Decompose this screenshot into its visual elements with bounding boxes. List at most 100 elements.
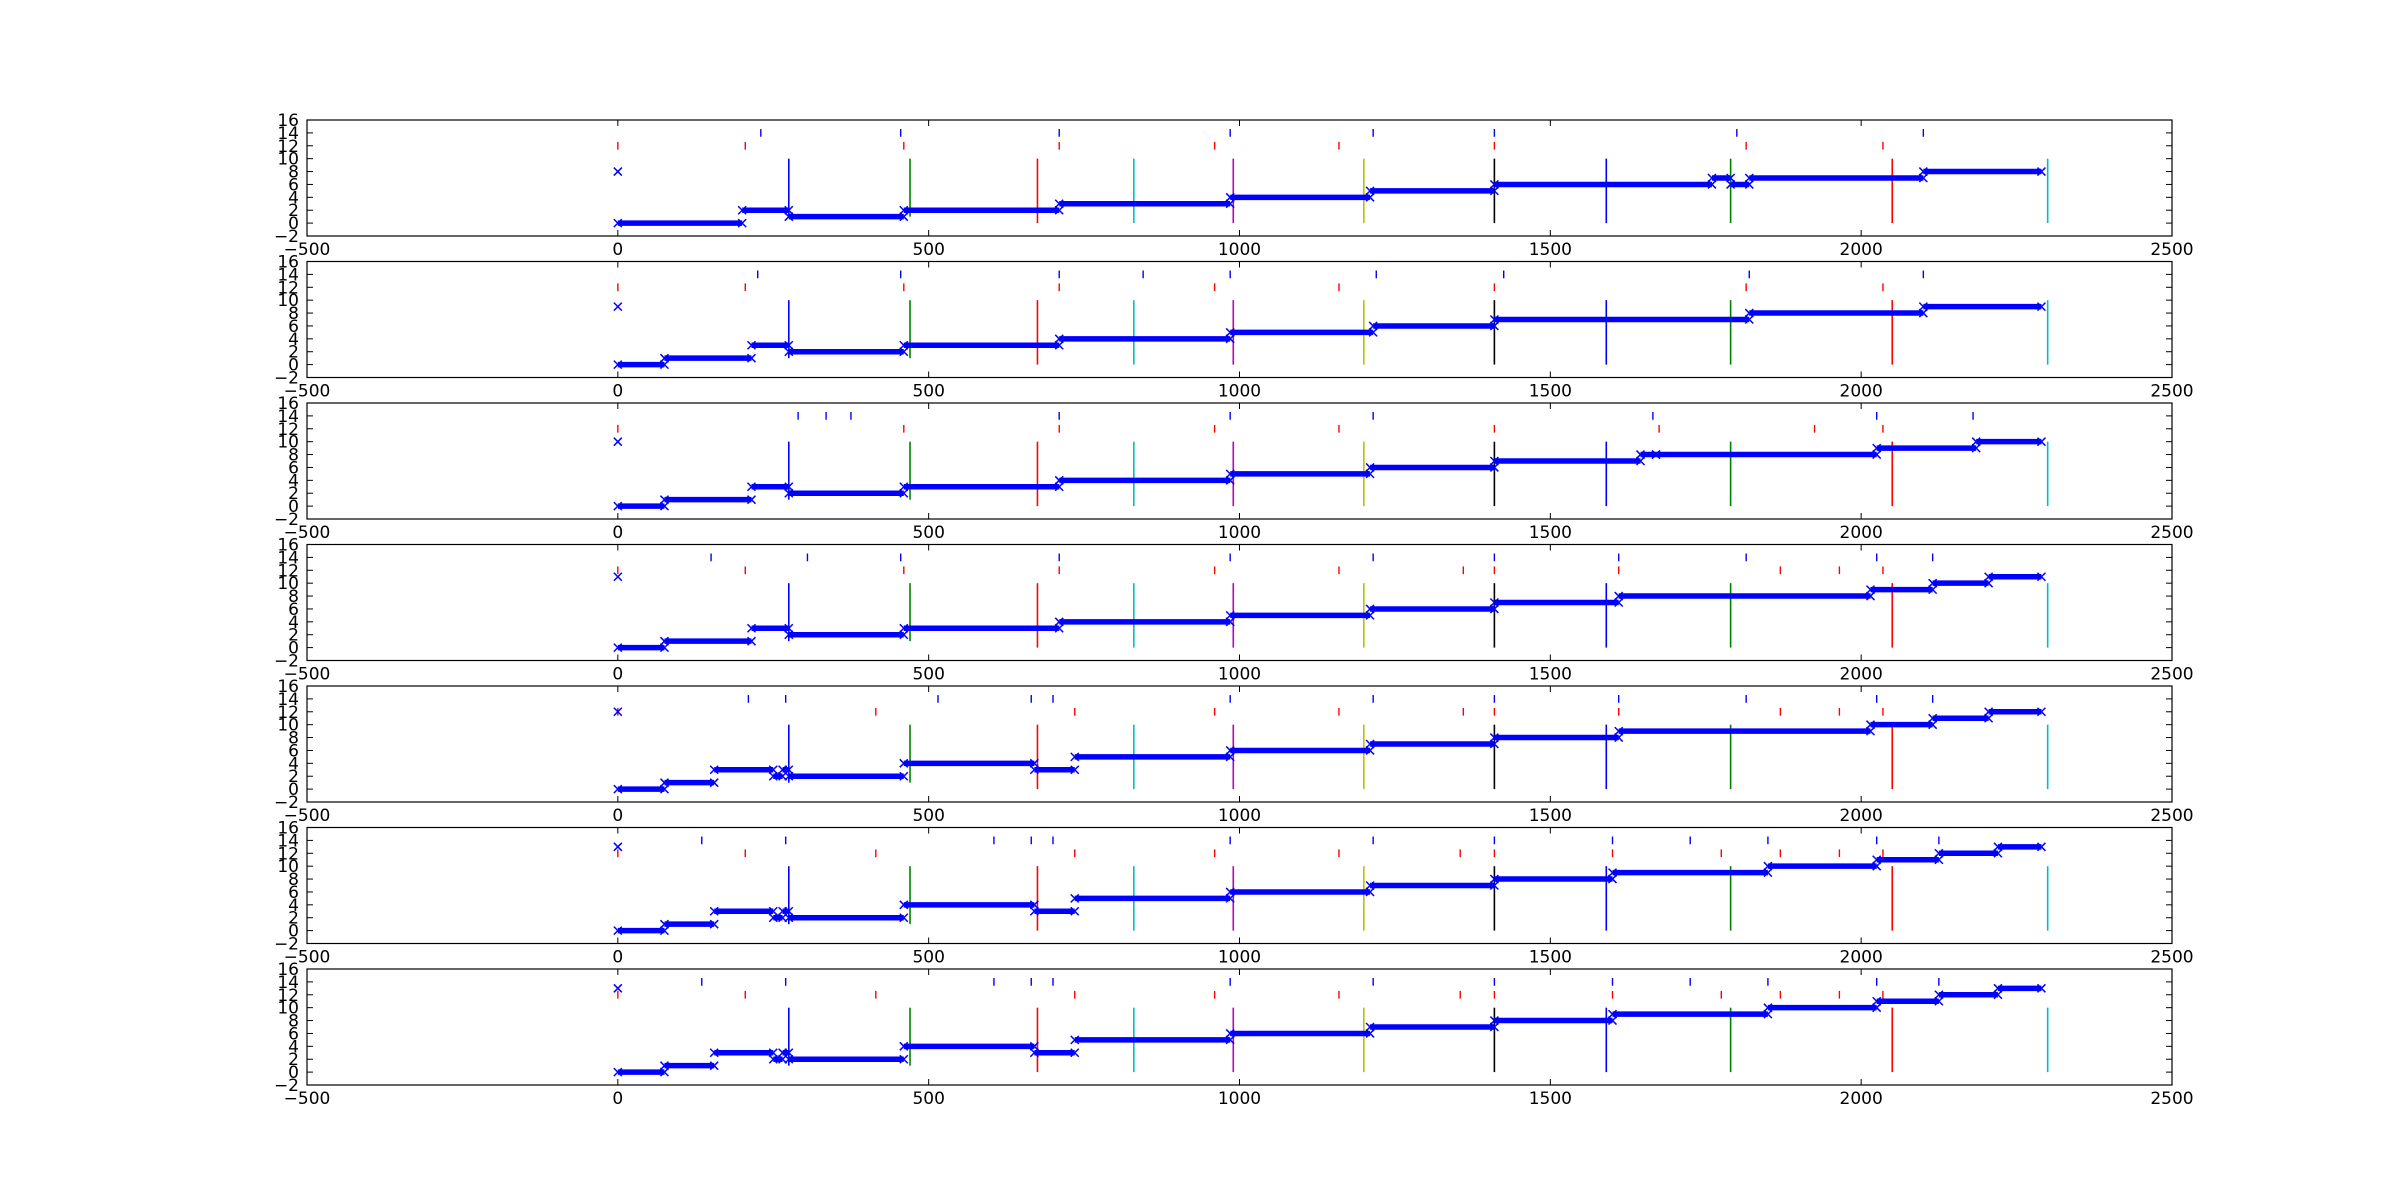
step-end-marker — [899, 205, 909, 215]
x-tick-label: 2500 — [2150, 240, 2193, 260]
step-end-marker — [1225, 469, 1235, 479]
x-tick-label: 0 — [612, 523, 623, 543]
step-end-marker — [1614, 726, 1624, 736]
step-end-marker — [709, 765, 719, 775]
x-tick-label: 2000 — [1840, 948, 1883, 968]
step-end-marker — [1984, 578, 1994, 588]
step-end-marker — [709, 1061, 719, 1071]
step-end-marker — [1489, 186, 1499, 196]
y-tick-label: 4 — [288, 613, 299, 633]
step-end-marker — [1365, 1022, 1375, 1032]
step-end-marker — [1489, 874, 1499, 884]
step-end-marker — [1054, 340, 1064, 350]
step-end-marker — [2036, 437, 2046, 447]
y-tick-label: 6 — [288, 1024, 299, 1044]
step-end-marker — [1225, 752, 1235, 762]
step-end-marker — [1225, 1035, 1235, 1045]
step-end-marker — [1872, 855, 1882, 865]
x-tick-label: 1000 — [1218, 1089, 1261, 1109]
plot-area — [613, 836, 2049, 936]
y-tick-label: 0 — [288, 780, 299, 800]
step-end-marker — [613, 1067, 623, 1077]
y-tick-label: 16 — [277, 819, 299, 839]
y-tick-label: 12 — [277, 844, 299, 864]
step-end-marker — [1070, 906, 1080, 916]
step-end-marker — [1993, 842, 2003, 852]
step-end-marker — [784, 488, 794, 498]
y-tick-label: 6 — [288, 600, 299, 620]
step-end-marker — [768, 765, 778, 775]
y-tick-label: 16 — [277, 111, 299, 131]
step-end-marker — [784, 1054, 794, 1064]
step-end-marker — [768, 906, 778, 916]
y-tick-label: 16 — [277, 253, 299, 273]
x-tick-label: 2000 — [1840, 240, 1883, 260]
step-end-marker — [1029, 900, 1039, 910]
step-end-marker — [1763, 861, 1773, 871]
x-tick-label: 2000 — [1840, 382, 1883, 402]
x-marker — [613, 842, 623, 852]
step-end-marker — [899, 482, 909, 492]
step-end-marker — [659, 926, 669, 936]
x-tick-label: 500 — [912, 382, 944, 402]
step-end-marker — [1365, 192, 1375, 202]
step-end-marker — [1489, 179, 1499, 189]
y-tick-label: 12 — [277, 420, 299, 440]
step-end-marker — [659, 360, 669, 370]
x-tick-label: 2500 — [2150, 382, 2193, 402]
step-end-marker — [1489, 456, 1499, 466]
y-tick-label: 2 — [288, 343, 299, 363]
step-end-marker — [899, 212, 909, 222]
step-end-marker — [784, 913, 794, 923]
x-tick-label: 1500 — [1529, 382, 1572, 402]
step-end-marker — [784, 340, 794, 350]
step-end-marker — [784, 1048, 794, 1058]
y-tick-label: 12 — [277, 561, 299, 581]
y-tick-label: 2 — [288, 767, 299, 787]
x-tick-label: 500 — [912, 240, 944, 260]
step-end-marker — [659, 778, 669, 788]
x-tick-label: 0 — [612, 1089, 623, 1109]
step-end-marker — [1070, 752, 1080, 762]
step-end-marker — [1865, 585, 1876, 595]
step-end-marker — [746, 340, 757, 350]
y-tick-label: −2 — [274, 1076, 299, 1096]
step-end-marker — [659, 919, 669, 929]
step-end-marker — [1744, 173, 1754, 183]
step-end-marker — [1614, 597, 1624, 608]
step-end-marker — [1489, 1022, 1499, 1032]
step-end-marker — [784, 205, 794, 215]
step-end-marker — [1744, 314, 1754, 325]
step-end-marker — [659, 1067, 669, 1077]
step-end-marker — [1984, 713, 1994, 723]
step-end-marker — [1934, 990, 1944, 1000]
step-end-marker — [709, 906, 719, 916]
x-tick-label: 1500 — [1529, 1089, 1572, 1109]
y-tick-label: 10 — [277, 716, 299, 736]
y-tick-label: 6 — [288, 175, 299, 195]
step-end-marker — [613, 360, 623, 370]
y-tick-label: −2 — [274, 369, 299, 389]
step-end-marker — [2036, 302, 2046, 312]
step-end-marker — [1225, 887, 1235, 897]
step-end-marker — [2036, 572, 2046, 582]
plot-area — [613, 553, 2049, 653]
x-tick-label: 2000 — [1840, 523, 1883, 543]
x-tick-label: 500 — [912, 948, 944, 968]
step-end-marker — [2036, 983, 2046, 993]
y-tick-label: −2 — [274, 227, 299, 247]
x-tick-label: 1000 — [1218, 382, 1261, 402]
y-tick-label: 6 — [288, 883, 299, 903]
y-tick-label: 14 — [277, 124, 299, 144]
step-end-marker — [784, 347, 794, 357]
step-end-marker — [1865, 720, 1876, 730]
x-tick-label: 0 — [612, 240, 623, 260]
step-end-marker — [1607, 1009, 1618, 1019]
y-tick-label: 8 — [288, 870, 299, 890]
step-end-marker — [1365, 739, 1375, 749]
step-end-marker — [1365, 745, 1375, 755]
y-tick-label: 6 — [288, 458, 299, 478]
step-end-marker — [709, 778, 719, 788]
step-end-marker — [2036, 167, 2046, 177]
